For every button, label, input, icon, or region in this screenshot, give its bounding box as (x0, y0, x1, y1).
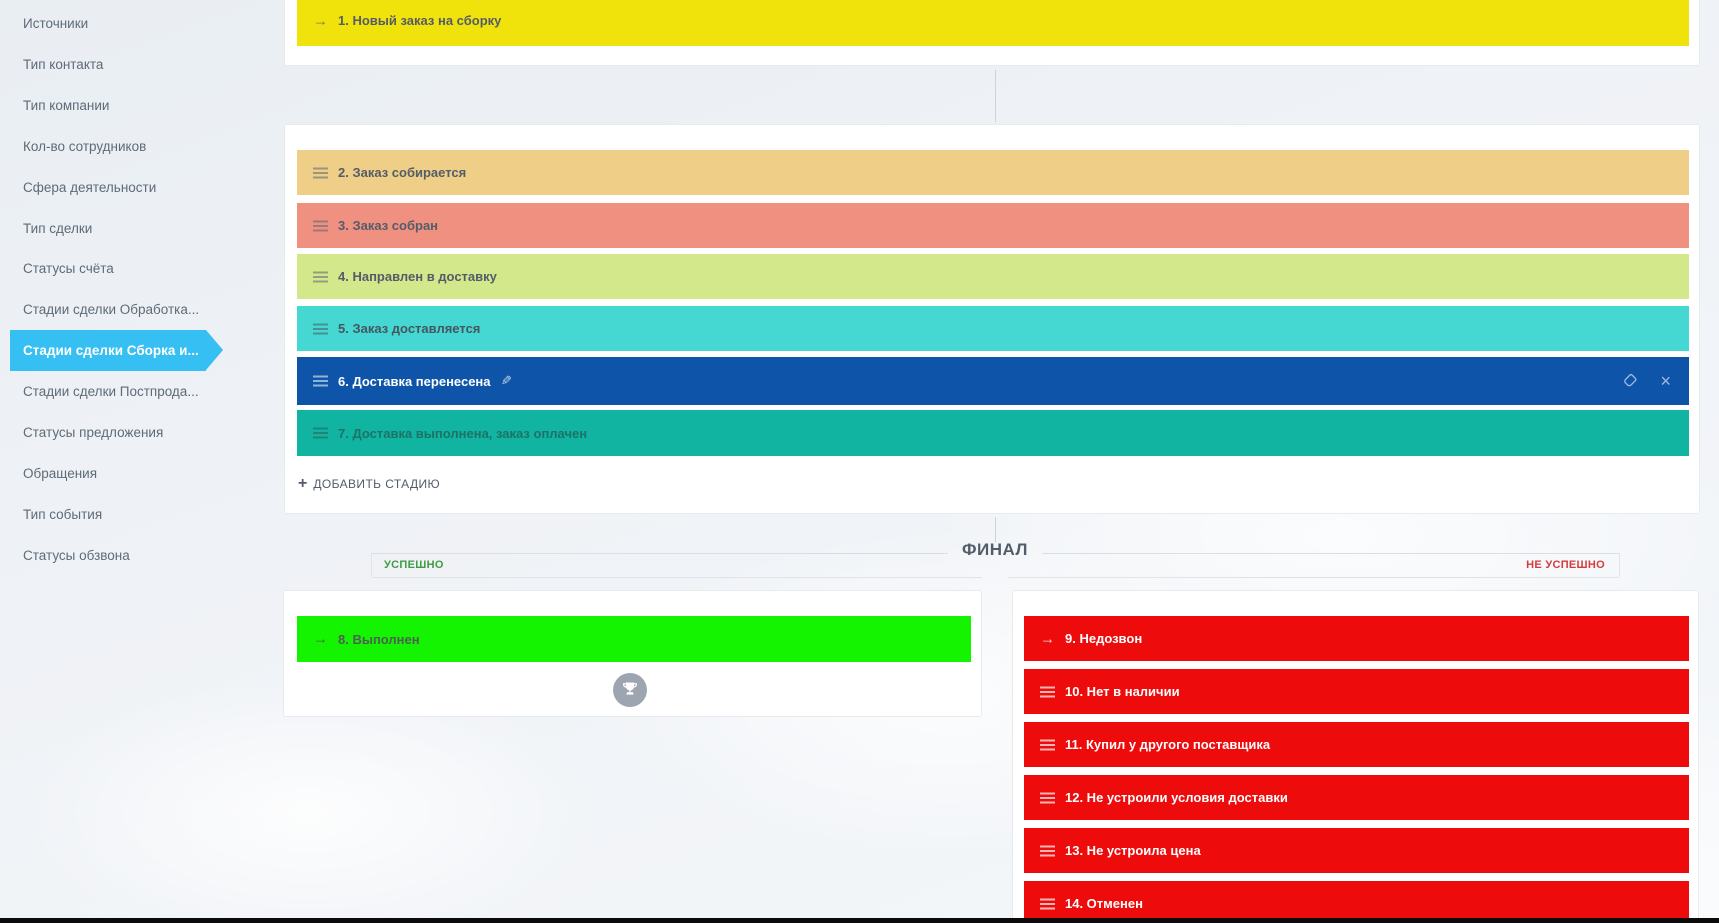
sidebar-item-company-type[interactable]: Тип компании (23, 98, 110, 113)
first-stage-card: → 1. Новый заказ на сборку (284, 0, 1700, 66)
stage-bar-7[interactable]: 7. Доставка выполнена, заказ оплачен (297, 410, 1689, 456)
sidebar-item-business-area[interactable]: Сфера деятельности (23, 180, 157, 195)
paint-color-icon[interactable] (1622, 373, 1638, 389)
sidebar-item-offer-statuses[interactable]: Статусы предложения (23, 425, 164, 440)
sidebar-item-contact-type[interactable]: Тип контакта (23, 57, 104, 72)
stage-bar-6[interactable]: 6. Доставка перенесена ✎ × (297, 357, 1689, 405)
stage-bar-8[interactable]: → 8. Выполнен (297, 616, 971, 662)
fail-stages-card: → 9. Недозвон 10. Нет в наличии 11. Купи… (1012, 590, 1699, 923)
stage-label: 9. Недозвон (1065, 631, 1143, 646)
plus-icon: + (298, 475, 308, 492)
drag-handle-icon[interactable] (1040, 898, 1055, 909)
stage-bar-4[interactable]: 4. Направлен в доставку (297, 254, 1689, 299)
stage-bar-14[interactable]: 14. Отменен (1024, 881, 1689, 923)
drag-handle-icon[interactable] (1040, 845, 1055, 856)
drag-handle-icon[interactable] (1040, 686, 1055, 697)
final-divider-left (371, 553, 948, 554)
stage-bar-12[interactable]: 12. Не устроили условия доставки (1024, 775, 1689, 820)
screen-bottom-edge (0, 918, 1719, 923)
final-section-title: ФИНАЛ (962, 540, 1028, 559)
stage-label: 3. Заказ собран (338, 218, 439, 233)
drag-handle-icon[interactable] (313, 220, 328, 231)
add-stage-button[interactable]: + ДОБАВИТЬ СТАДИЮ (298, 476, 440, 492)
pipeline-connector-top (995, 70, 996, 122)
success-label: УСПЕШНО (371, 553, 982, 578)
sidebar-item-call-statuses[interactable]: Статусы обзвона (23, 548, 130, 563)
stage-bar-10[interactable]: 10. Нет в наличии (1024, 669, 1689, 714)
stage-label: 13. Не устроила цена (1065, 843, 1201, 858)
stage-label: 11. Купил у другого поставщика (1065, 737, 1271, 752)
stage-label: 8. Выполнен (338, 631, 420, 647)
stage-label: 2. Заказ собирается (338, 165, 467, 180)
sidebar-item-deal-type[interactable]: Тип сделки (23, 221, 93, 236)
drag-handle-icon[interactable] (313, 271, 328, 282)
arrow-icon: → (1040, 630, 1055, 647)
edit-pencil-icon[interactable]: ✎ (500, 373, 512, 388)
drag-handle-icon[interactable] (313, 323, 328, 334)
fail-label: НЕ УСПЕШНО (1008, 553, 1620, 578)
sidebar-item-deal-stages-assembly[interactable]: Стадии сделки Сборка и... (10, 330, 223, 371)
stage-label: 6. Доставка перенесена (338, 373, 491, 389)
pipeline-connector-final (995, 517, 996, 542)
stage-label: 5. Заказ доставляется (338, 321, 481, 336)
add-stage-label: ДОБАВИТЬ СТАДИЮ (313, 477, 441, 491)
stage-label: 14. Отменен (1065, 896, 1143, 911)
drag-handle-icon[interactable] (313, 375, 328, 387)
stage-bar-13[interactable]: 13. Не устроила цена (1024, 828, 1689, 873)
sidebar-item-inquiries[interactable]: Обращения (23, 466, 98, 481)
arrow-icon: → (313, 12, 328, 29)
drag-handle-icon[interactable] (313, 427, 328, 439)
sidebar-item-event-type[interactable]: Тип события (23, 507, 103, 522)
drag-handle-icon[interactable] (1040, 792, 1055, 803)
stage-bar-9[interactable]: → 9. Недозвон (1024, 616, 1689, 661)
stage-bar-3[interactable]: 3. Заказ собран (297, 203, 1689, 248)
drag-handle-icon[interactable] (313, 167, 328, 178)
stage-label: 10. Нет в наличии (1065, 684, 1180, 699)
stage-bar-2[interactable]: 2. Заказ собирается (297, 150, 1689, 195)
stage-label: 7. Доставка выполнена, заказ оплачен (338, 425, 588, 441)
sidebar-item-deal-stages-processing[interactable]: Стадии сделки Обработка... (23, 302, 200, 317)
middle-stages-card: 2. Заказ собирается 3. Заказ собран 4. Н… (284, 124, 1700, 514)
delete-stage-icon[interactable]: × (1660, 371, 1671, 391)
sidebar-item-deal-stages-postsale[interactable]: Стадии сделки Постпрода... (23, 384, 199, 399)
sidebar-item-employees-count[interactable]: Кол-во сотрудников (23, 139, 147, 154)
stage-bar-11[interactable]: 11. Купил у другого поставщика (1024, 722, 1689, 767)
sidebar-item-sources[interactable]: Источники (23, 16, 89, 31)
stage-bar-1[interactable]: → 1. Новый заказ на сборку (297, 0, 1689, 46)
stage-bar-5[interactable]: 5. Заказ доставляется (297, 306, 1689, 351)
sidebar-item-invoice-statuses[interactable]: Статусы счёта (23, 261, 114, 276)
stage-label: 4. Направлен в доставку (338, 269, 497, 284)
final-divider-right (1042, 553, 1620, 554)
drag-handle-icon[interactable] (1040, 739, 1055, 750)
stage-label: 1. Новый заказ на сборку (338, 13, 502, 28)
stage-label: 12. Не устроили условия доставки (1065, 790, 1288, 805)
arrow-icon: → (313, 630, 328, 648)
trophy-icon (613, 673, 647, 707)
